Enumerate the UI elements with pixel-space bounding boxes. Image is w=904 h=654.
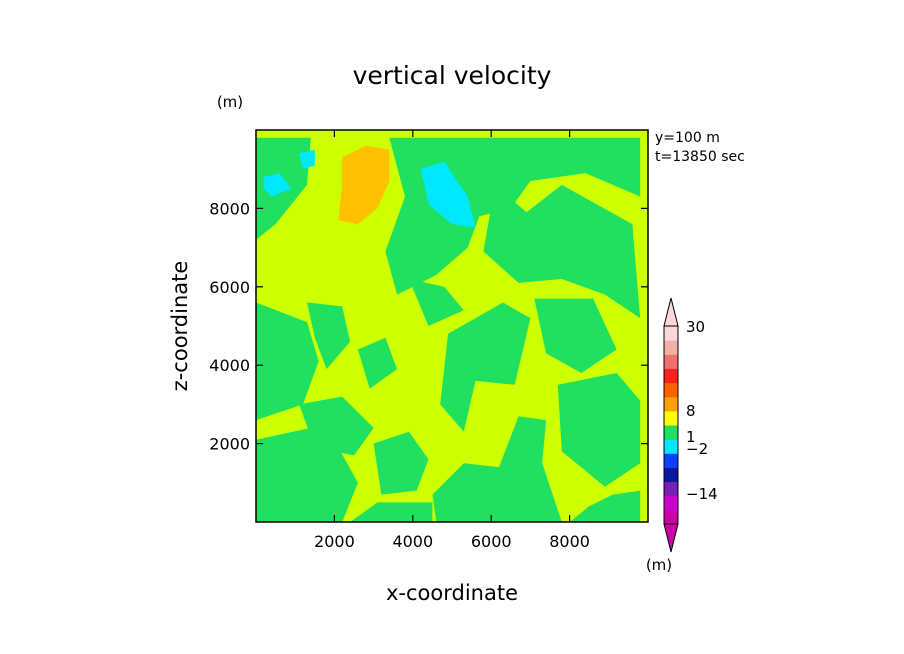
colorbar-top-arrow [663,297,679,327]
contour-region-green-11 [299,396,374,456]
contour-region-cyan-18 [263,173,292,197]
y-tick-label: 2000 [209,435,250,454]
contour-region-green-9 [557,373,641,487]
colorbar-level [664,467,678,483]
contour-region-orange-16 [338,145,390,225]
contour-region-green-13 [432,416,562,522]
colorbar: 30 8 1−2 −14 [663,297,718,553]
x-tick-label: 2000 [314,532,355,551]
colorbar-tick-label: 30 [686,318,705,336]
colorbar-frame [663,325,679,525]
contour-region-green-7 [440,302,531,432]
contour-region-green-2 [483,184,641,319]
x-tick-label: 8000 [549,532,590,551]
colorbar-level [664,326,678,341]
y-axis-label: z-coordinate [168,261,192,392]
colorbar-level [664,425,678,440]
colorbar-level [664,509,678,525]
colorbar-bottom-arrow [663,523,679,553]
contour-region-cyan-17 [420,161,476,228]
contour-region-green-10 [256,427,358,522]
y-tick-label: 4000 [209,356,250,375]
contour-region-green-6 [408,279,464,326]
colorbar-tick-label: 8 [686,402,696,420]
plot-frame [255,129,649,523]
contour-region-green-5 [357,337,398,389]
x-axis-label: x-coordinate [386,581,518,605]
colorbar-level [664,453,678,468]
colorbar-level [664,410,678,426]
colorbar-tick-label: −2 [686,440,708,458]
chart-title: vertical velocity [353,61,552,90]
colorbar-tick-label: 1 [686,428,696,446]
colorbar-level [664,354,678,369]
contour-region-green-15 [569,490,641,522]
colorbar-level [664,368,678,384]
contour-region-green-14 [350,502,433,522]
contour-region-green-8 [534,298,617,373]
y-tick-label: 8000 [209,199,250,218]
colorbar-level [664,340,678,355]
contour-region-cyan-19 [299,149,315,170]
x-tick-label: 4000 [392,532,433,551]
plot-area [256,130,648,522]
colorbar-tick-label: −14 [686,485,718,503]
colorbar-level [664,382,678,398]
colorbar-level [664,495,678,511]
colorbar-level [664,396,678,412]
colorbar-level [664,481,678,497]
axes: 2000 4000 6000 8000 2000 4000 6000 8000 [209,130,648,551]
annotation-time: t=13850 sec [655,149,745,165]
contour-region-green-4 [307,302,351,370]
colorbar-level [664,439,678,454]
x-tick-label: 6000 [471,532,512,551]
contour-region-green-12 [373,431,429,495]
annotation-y-position: y=100 m [655,130,720,146]
y-unit-label: (m) [217,93,243,111]
y-tick-label: 6000 [209,278,250,297]
colorbar-unit-label: (m) [646,556,672,574]
contour-region-green-3 [256,302,319,421]
